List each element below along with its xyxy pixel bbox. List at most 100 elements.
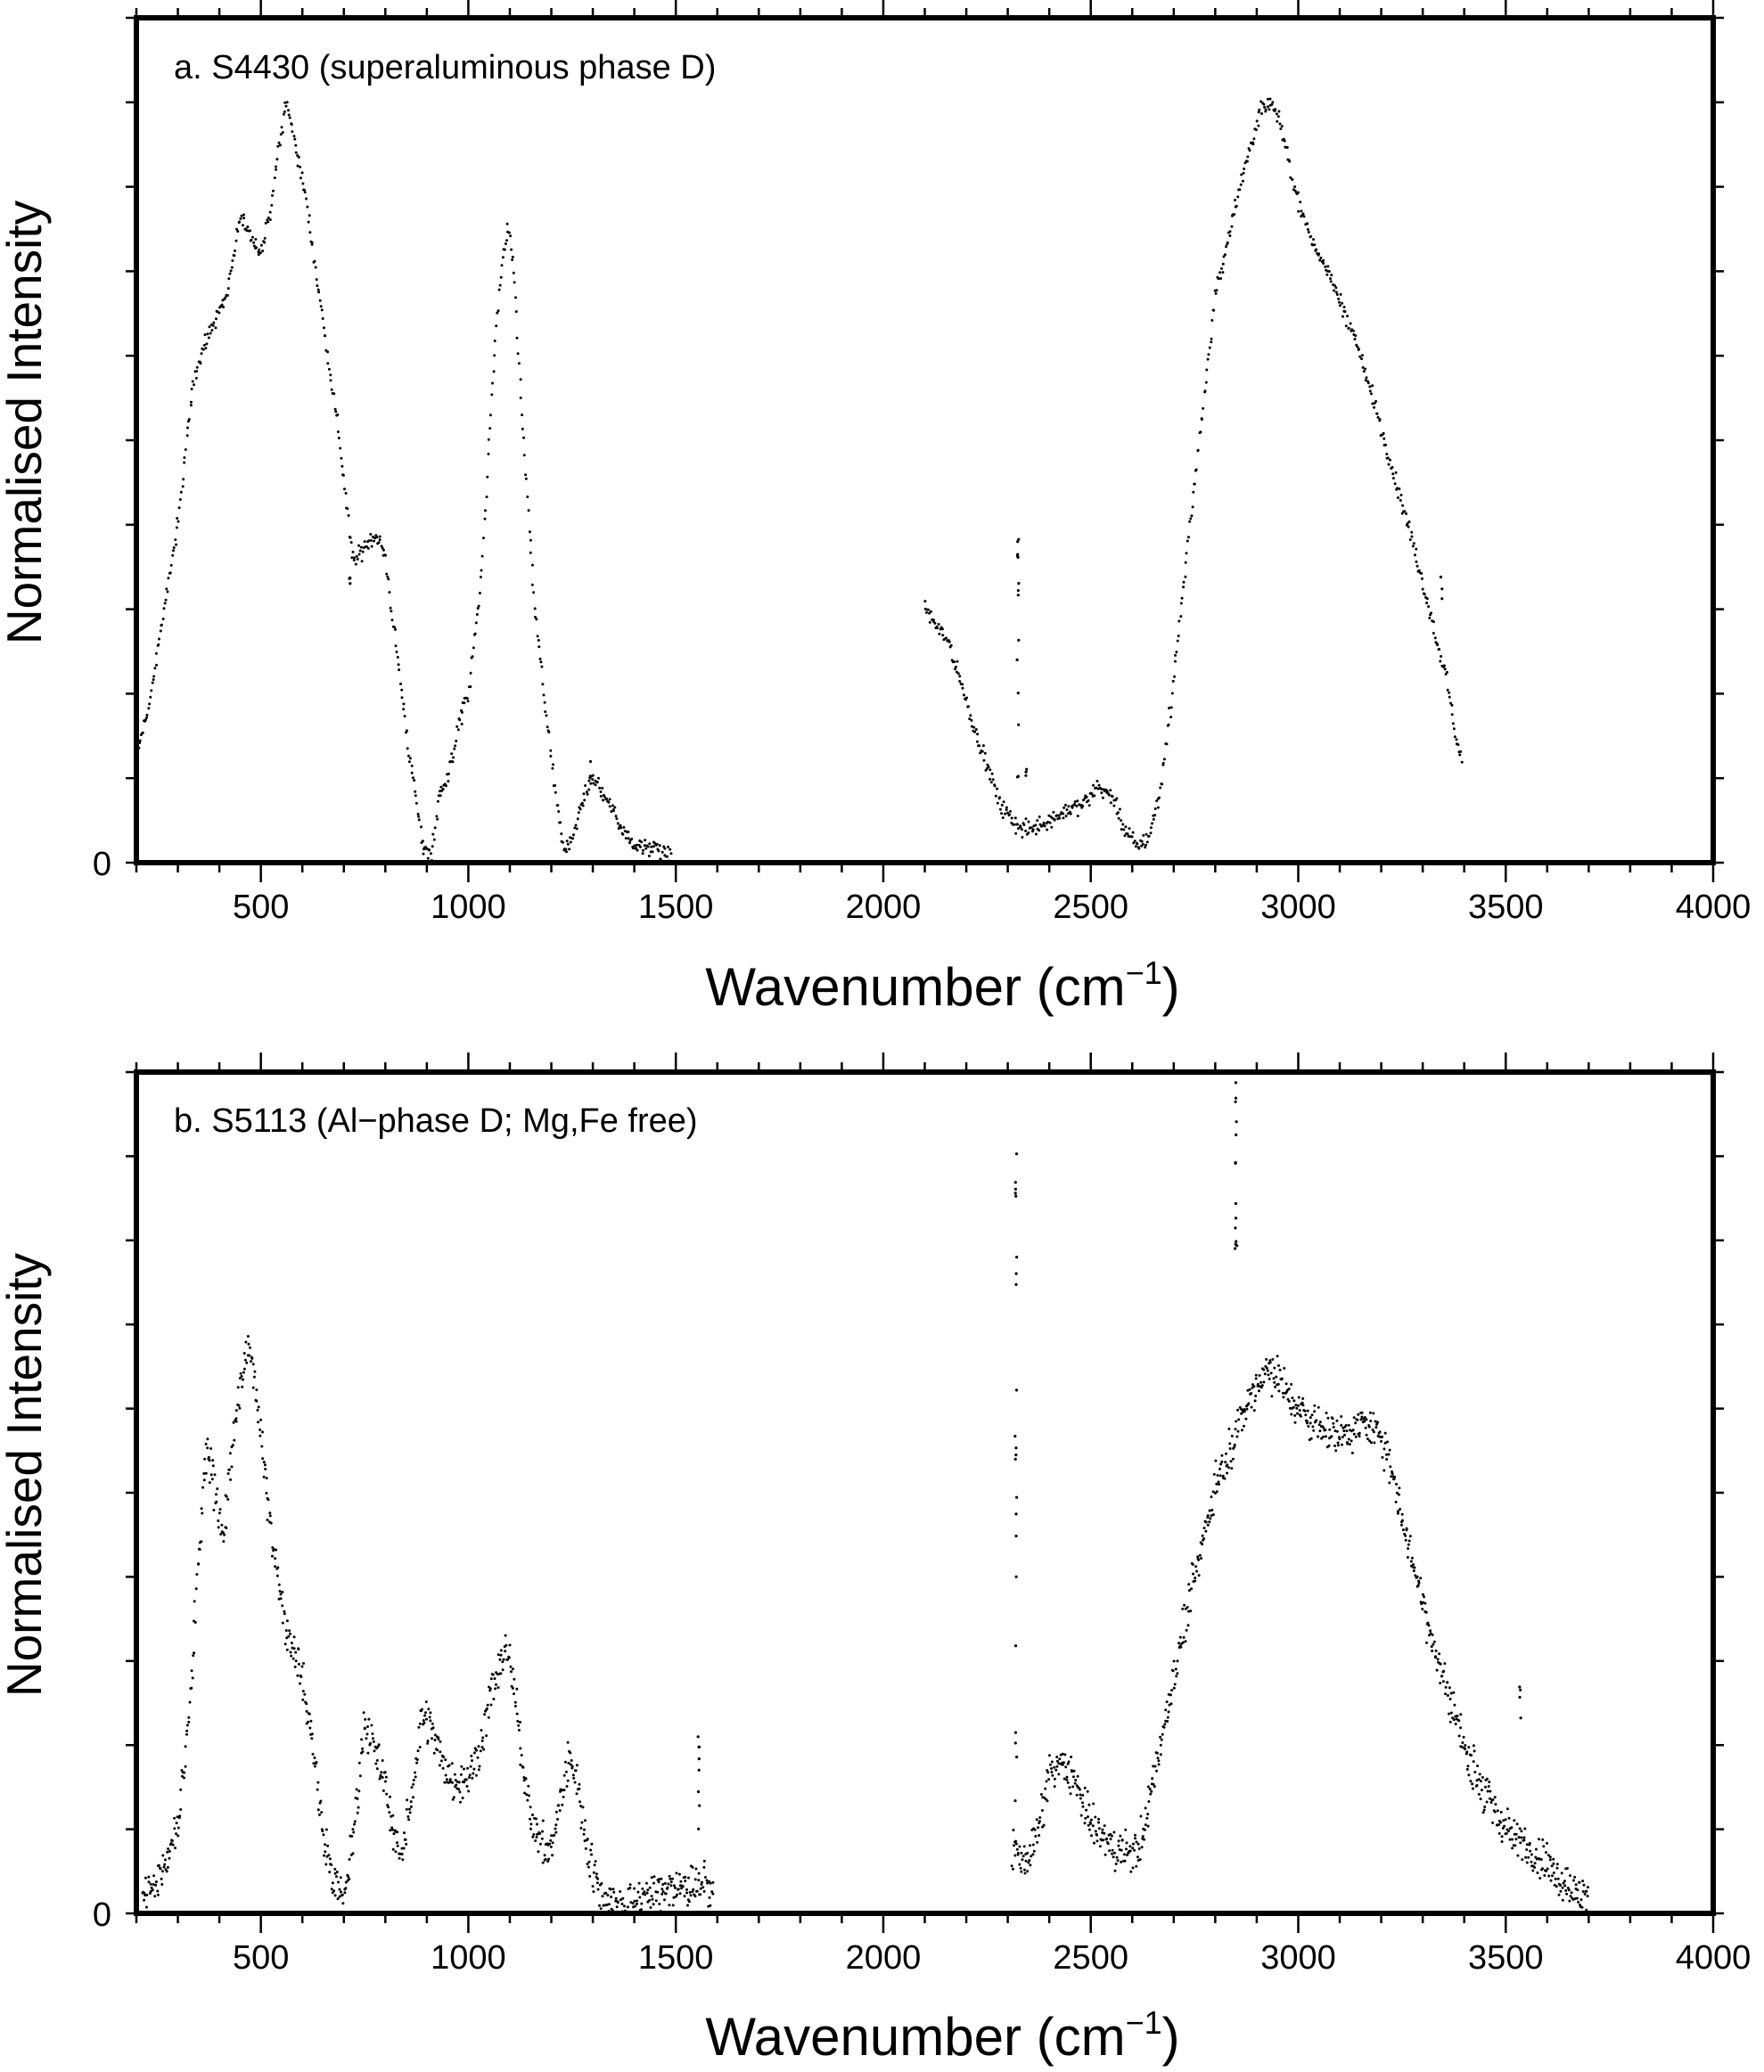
data-point	[1361, 365, 1365, 369]
data-point	[275, 1548, 278, 1552]
data-point	[402, 702, 406, 706]
data-point	[1218, 1474, 1222, 1478]
spike-point	[1016, 594, 1020, 597]
data-point	[1234, 199, 1236, 201]
data-point	[1546, 1841, 1548, 1845]
data-point	[1262, 1368, 1266, 1372]
data-point	[1368, 1439, 1372, 1443]
data-point	[1304, 1413, 1308, 1417]
data-point	[264, 1468, 267, 1470]
data-point	[220, 1523, 224, 1527]
data-point	[1034, 832, 1038, 836]
data-point	[443, 1781, 447, 1784]
data-point	[1169, 706, 1173, 709]
data-point	[1205, 368, 1209, 372]
data-point	[147, 707, 151, 710]
data-point	[344, 492, 348, 495]
data-point	[1519, 1841, 1522, 1845]
data-point	[1410, 535, 1414, 538]
data-point	[989, 781, 993, 784]
data-point	[409, 1800, 413, 1804]
data-point	[1065, 808, 1069, 812]
data-point	[1343, 310, 1347, 314]
data-point	[1271, 101, 1275, 104]
data-point	[226, 294, 229, 297]
data-point	[1391, 465, 1394, 469]
data-point	[928, 611, 931, 615]
data-point	[201, 348, 205, 351]
data-point	[1254, 1377, 1258, 1380]
data-point	[1153, 1785, 1156, 1789]
data-point	[1172, 1686, 1176, 1690]
data-point	[144, 718, 147, 722]
data-point	[487, 438, 490, 441]
data-point	[1069, 812, 1072, 815]
data-point	[234, 249, 237, 252]
data-point	[956, 659, 959, 663]
data-point	[1438, 1652, 1441, 1656]
data-point	[1445, 670, 1448, 674]
data-point	[1573, 1875, 1577, 1879]
data-point	[1084, 1816, 1087, 1820]
data-point	[525, 1793, 529, 1797]
data-point	[478, 1765, 481, 1768]
data-point	[1141, 1835, 1145, 1839]
data-point	[1250, 1405, 1253, 1409]
data-point	[468, 1773, 472, 1777]
data-point	[238, 1406, 242, 1410]
data-point	[1245, 1407, 1249, 1411]
data-point	[239, 1372, 242, 1375]
data-point	[1198, 1553, 1202, 1557]
data-point	[336, 1897, 340, 1901]
data-point	[502, 1658, 505, 1661]
spike-point	[588, 759, 593, 764]
data-point	[420, 825, 423, 829]
data-point	[1225, 1452, 1227, 1455]
data-point	[519, 1721, 521, 1724]
data-point	[1391, 1472, 1394, 1476]
data-point	[1409, 1564, 1413, 1568]
data-point	[1210, 1509, 1214, 1511]
data-point	[1038, 1816, 1042, 1819]
data-point	[1306, 1409, 1309, 1413]
data-point	[348, 1877, 351, 1880]
data-point	[1330, 274, 1333, 277]
data-point	[624, 837, 628, 840]
data-point	[565, 839, 569, 843]
data-point	[567, 1761, 570, 1765]
data-point	[408, 1811, 412, 1814]
data-point	[1381, 1435, 1384, 1438]
data-point	[402, 1847, 406, 1850]
data-point	[1055, 1765, 1059, 1768]
data-point	[152, 675, 156, 678]
data-point	[455, 740, 458, 742]
data-point	[1063, 1777, 1066, 1781]
data-point	[1485, 1777, 1489, 1781]
data-point	[1482, 1808, 1486, 1812]
data-point	[1216, 1474, 1219, 1477]
data-point	[1338, 300, 1341, 304]
data-point	[1159, 1753, 1162, 1757]
data-point	[1575, 1896, 1579, 1900]
data-point	[1489, 1789, 1492, 1793]
data-point	[366, 1751, 370, 1755]
data-point	[1580, 1905, 1584, 1909]
data-point	[640, 1902, 644, 1905]
data-point	[639, 845, 642, 848]
data-point	[1120, 1848, 1123, 1852]
data-point	[501, 1660, 505, 1664]
data-point	[391, 1828, 394, 1831]
data-point	[1448, 1720, 1452, 1724]
data-point	[1411, 545, 1415, 548]
data-point	[403, 715, 406, 718]
data-point	[326, 350, 330, 354]
data-point	[524, 473, 528, 477]
data-point	[610, 1896, 613, 1898]
data-point	[1185, 1628, 1188, 1632]
x-tick-label: 2500	[1053, 889, 1128, 926]
data-point	[1439, 1682, 1442, 1685]
data-point	[182, 478, 185, 481]
data-point	[1135, 1840, 1138, 1844]
data-point	[1126, 1854, 1129, 1856]
data-point	[1212, 1472, 1216, 1476]
